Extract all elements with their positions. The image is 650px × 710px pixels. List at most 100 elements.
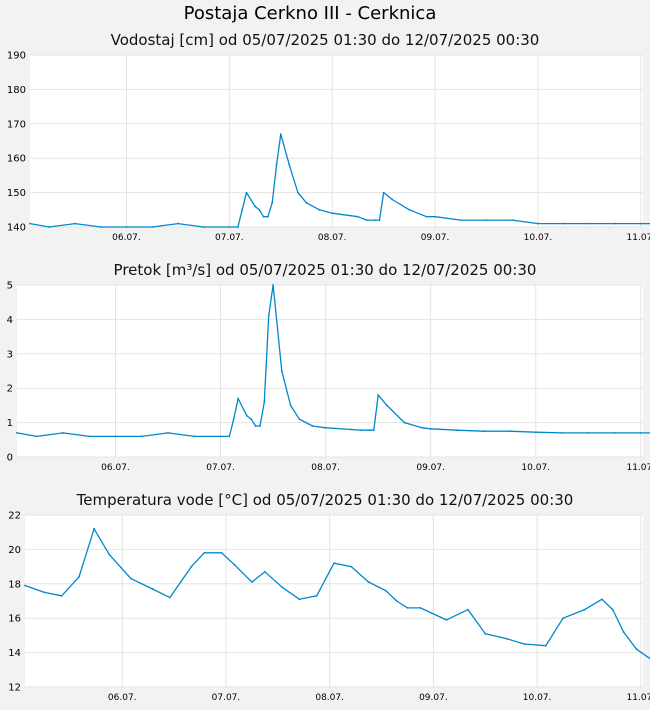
data-point	[377, 394, 380, 396]
data-point	[43, 591, 46, 594]
y-tick-label: 5	[7, 281, 13, 292]
data-point	[508, 430, 511, 433]
data-point	[193, 435, 196, 438]
data-point	[129, 577, 132, 580]
data-point	[635, 648, 638, 651]
data-point	[263, 401, 266, 403]
data-point	[611, 608, 614, 611]
data-point	[88, 435, 91, 438]
discharge-chart: 0 1 2 3 4 5 06.07. 07.07. 08.07. 09.07. 10.07. 11.0…	[7, 281, 650, 473]
data-point	[24, 584, 26, 587]
data-point	[639, 432, 642, 434]
y-tick-label: 1	[7, 418, 13, 429]
data-point	[78, 576, 80, 578]
data-point	[272, 284, 274, 286]
data-point	[271, 202, 274, 204]
data-point	[228, 435, 231, 438]
y-tick-label: 180	[7, 85, 26, 96]
x-tick-label: 10.07.	[521, 463, 550, 473]
x-tick-label: 06.07.	[101, 463, 130, 473]
x-tick-label: 10.07.	[524, 233, 553, 243]
data-point	[331, 212, 334, 215]
data-point	[245, 414, 248, 417]
data-point	[258, 208, 261, 211]
data-point	[99, 226, 102, 228]
data-point	[318, 208, 321, 211]
data-point	[228, 226, 231, 228]
data-point	[16, 432, 18, 434]
x-tick-label: 09.07.	[421, 233, 450, 243]
y-tick-label: 12	[8, 683, 21, 694]
data-point	[367, 581, 370, 583]
data-point	[219, 435, 222, 438]
data-point	[534, 431, 537, 434]
data-point	[561, 432, 563, 434]
plot-area	[30, 55, 643, 227]
data-point	[62, 432, 64, 434]
data-point	[220, 551, 223, 554]
x-tick-label: 11.07.	[626, 463, 650, 473]
data-point	[311, 425, 314, 427]
discharge-chart-title: Pretok [m³/s] od 05/07/2025 01:30 do 12/…	[113, 261, 537, 279]
y-tick-label: 20	[8, 545, 21, 556]
data-point	[523, 643, 526, 645]
data-point	[382, 191, 385, 194]
x-tick-label: 11.07.	[627, 693, 650, 703]
data-point	[29, 222, 31, 225]
data-point	[484, 632, 487, 635]
data-point	[386, 404, 388, 407]
x-tick-label: 07.07.	[212, 693, 241, 703]
x-tick-label: 06.07.	[112, 233, 141, 243]
data-point	[125, 226, 128, 228]
data-point	[176, 222, 179, 225]
data-point	[168, 596, 171, 599]
y-tick-label: 16	[8, 614, 21, 625]
data-point	[108, 553, 111, 556]
y-tick-label: 18	[8, 579, 21, 590]
data-point	[281, 586, 284, 589]
data-point	[588, 222, 591, 225]
data-point	[601, 598, 603, 601]
data-point	[114, 435, 117, 438]
data-point	[639, 222, 642, 225]
data-point	[250, 581, 253, 583]
data-point	[622, 631, 625, 633]
data-point	[203, 551, 206, 554]
y-tick-label: 0	[7, 453, 13, 464]
y-tick-label: 140	[7, 223, 26, 234]
data-point	[267, 215, 269, 218]
data-point	[298, 598, 301, 601]
y-tick-label: 14	[8, 648, 21, 659]
y-tick-label: 22	[8, 511, 21, 522]
data-point	[74, 222, 76, 225]
data-point	[93, 527, 96, 530]
data-point	[562, 617, 564, 620]
data-point	[297, 191, 299, 194]
data-point	[391, 198, 394, 201]
data-point	[587, 432, 590, 434]
data-point	[350, 565, 353, 568]
x-tick-label: 07.07.	[206, 463, 235, 473]
data-point	[429, 427, 432, 430]
x-tick-label: 08.07.	[315, 693, 344, 703]
data-point	[167, 432, 169, 434]
x-tick-label: 08.07.	[318, 233, 347, 243]
data-point	[262, 215, 265, 218]
data-point	[233, 563, 236, 566]
y-tick-label: 2	[7, 384, 13, 395]
data-point	[305, 202, 308, 204]
temperature-chart-title: Temperatura vode [°C] od 05/07/2025 01:3…	[76, 491, 574, 509]
data-point	[280, 370, 283, 372]
data-point	[48, 226, 51, 228]
data-point	[324, 426, 327, 429]
data-point	[614, 222, 617, 225]
station-title: Postaja Cerkno III - Cerknica	[183, 3, 437, 24]
data-point	[237, 397, 239, 400]
data-point	[434, 215, 436, 218]
data-point	[279, 133, 282, 136]
x-tick-label: 09.07.	[419, 693, 448, 703]
data-point	[419, 606, 422, 609]
data-point	[374, 219, 376, 222]
x-tick-label: 07.07.	[215, 233, 244, 243]
data-point	[511, 219, 514, 222]
